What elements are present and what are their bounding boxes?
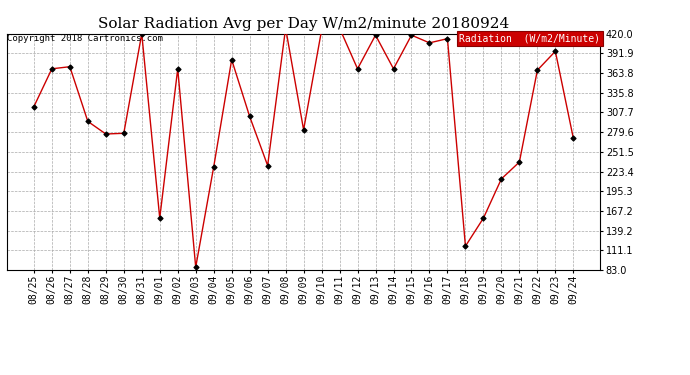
Point bbox=[262, 162, 273, 168]
Point bbox=[64, 64, 75, 70]
Point bbox=[298, 127, 309, 133]
Point bbox=[100, 131, 111, 137]
Point bbox=[172, 66, 184, 72]
Point bbox=[352, 66, 363, 72]
Point bbox=[568, 135, 579, 141]
Point bbox=[334, 25, 345, 31]
Text: Radiation  (W/m2/Minute): Radiation (W/m2/Minute) bbox=[460, 34, 600, 44]
Point bbox=[478, 215, 489, 221]
Point bbox=[190, 264, 201, 270]
Point bbox=[316, 27, 327, 33]
Point bbox=[82, 118, 93, 124]
Point bbox=[280, 25, 291, 31]
Point bbox=[118, 130, 129, 136]
Point bbox=[155, 215, 166, 221]
Point bbox=[136, 31, 147, 37]
Point bbox=[28, 104, 39, 110]
Point bbox=[532, 67, 543, 73]
Point bbox=[514, 159, 525, 165]
Point bbox=[370, 32, 381, 38]
Point bbox=[208, 164, 219, 170]
Point bbox=[46, 66, 57, 72]
Point bbox=[442, 36, 453, 42]
Point bbox=[388, 66, 399, 72]
Point bbox=[406, 32, 417, 38]
Point bbox=[460, 243, 471, 249]
Text: Copyright 2018 Cartronics.com: Copyright 2018 Cartronics.com bbox=[7, 34, 163, 43]
Point bbox=[550, 48, 561, 54]
Point bbox=[244, 114, 255, 120]
Point bbox=[226, 57, 237, 63]
Point bbox=[496, 176, 507, 182]
Title: Solar Radiation Avg per Day W/m2/minute 20180924: Solar Radiation Avg per Day W/m2/minute … bbox=[98, 17, 509, 31]
Point bbox=[424, 40, 435, 46]
